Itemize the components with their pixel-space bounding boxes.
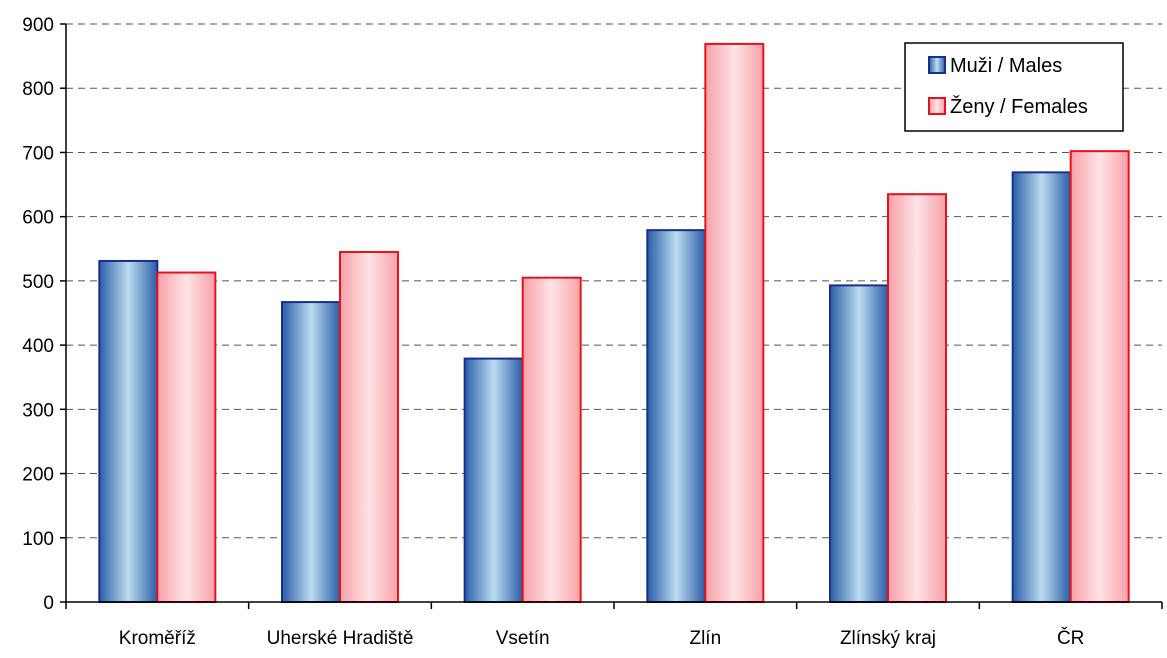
x-tick-label: Vsetín xyxy=(496,628,550,649)
bar-males xyxy=(646,229,707,604)
bar-females xyxy=(339,250,399,603)
y-tick-label: 900 xyxy=(22,15,54,36)
axes: 0 100 200 300 400 500 600 700 800 900 Kroměříž Uher… xyxy=(22,15,1163,649)
legend-label-males: Muži / Males xyxy=(950,55,1062,77)
x-tick-label: Uherské Hradiště xyxy=(267,628,414,649)
y-tick-label: 200 xyxy=(22,465,54,486)
bar-males xyxy=(463,357,524,603)
legend-swatch-females xyxy=(928,97,946,115)
y-tick-label: 700 xyxy=(22,143,54,164)
y-tick-label: 300 xyxy=(22,400,54,421)
bar-males xyxy=(98,259,159,603)
bar-females xyxy=(156,271,217,603)
y-tick-label: 100 xyxy=(22,529,54,550)
legend-swatch-males xyxy=(928,56,946,74)
y-tick-label: 500 xyxy=(22,272,54,293)
y-tick-label: 400 xyxy=(22,336,54,357)
bars xyxy=(98,42,1130,604)
bar-females xyxy=(1069,150,1130,603)
x-tick-label: Zlín xyxy=(689,628,721,649)
x-tick-label: Kroměříž xyxy=(119,628,196,649)
x-tick-label: Zlínský kraj xyxy=(840,628,936,649)
bar-males xyxy=(1011,171,1072,603)
y-tick-label: 800 xyxy=(22,79,54,100)
legend: Muži / Males Ženy / Females xyxy=(904,42,1124,132)
bar-females xyxy=(704,42,765,604)
y-tick-label: 600 xyxy=(22,208,54,229)
bar-females xyxy=(887,193,947,603)
bar-females xyxy=(521,276,582,603)
x-tick-label: ČR xyxy=(1057,627,1084,649)
bar-males xyxy=(281,301,341,603)
y-tick-label: 0 xyxy=(43,593,54,614)
bar-males xyxy=(829,284,889,603)
legend-label-females: Ženy / Females xyxy=(950,95,1088,118)
